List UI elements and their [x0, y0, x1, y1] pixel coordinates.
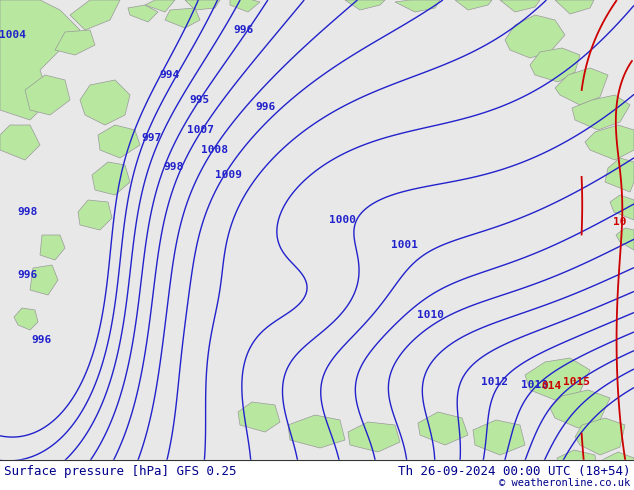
Text: 1012: 1012	[481, 377, 508, 387]
Polygon shape	[455, 0, 492, 10]
Text: 1007: 1007	[186, 125, 214, 135]
Polygon shape	[418, 412, 468, 445]
Bar	[0, 460, 634, 490]
Text: 996: 996	[255, 102, 275, 112]
Polygon shape	[602, 452, 634, 485]
Text: 1008: 1008	[202, 145, 228, 155]
Text: 1004: 1004	[0, 30, 25, 40]
Text: 998: 998	[18, 207, 38, 217]
Polygon shape	[530, 48, 580, 82]
Polygon shape	[98, 125, 140, 158]
Polygon shape	[78, 200, 112, 230]
Polygon shape	[70, 0, 120, 30]
Text: 996: 996	[32, 335, 52, 345]
Text: 996: 996	[233, 25, 253, 35]
Text: 994: 994	[160, 70, 180, 80]
Polygon shape	[92, 162, 130, 195]
Polygon shape	[505, 15, 565, 58]
Polygon shape	[555, 68, 608, 105]
Polygon shape	[40, 235, 65, 260]
Text: 1009: 1009	[214, 170, 242, 180]
Polygon shape	[238, 402, 280, 432]
Polygon shape	[0, 125, 40, 160]
Polygon shape	[288, 415, 345, 448]
Polygon shape	[585, 125, 634, 160]
Polygon shape	[165, 8, 200, 28]
Polygon shape	[0, 0, 80, 120]
Polygon shape	[525, 358, 590, 400]
Polygon shape	[555, 0, 594, 14]
Polygon shape	[557, 450, 598, 482]
Text: 014: 014	[541, 381, 561, 391]
Polygon shape	[80, 80, 130, 125]
Polygon shape	[185, 0, 220, 10]
Polygon shape	[30, 265, 58, 295]
Text: 1015: 1015	[563, 377, 590, 387]
Text: 997: 997	[142, 133, 162, 143]
Text: Th 26-09-2024 00:00 UTC (18+54): Th 26-09-2024 00:00 UTC (18+54)	[398, 465, 630, 477]
Text: Surface pressure [hPa] GFS 0.25: Surface pressure [hPa] GFS 0.25	[4, 465, 236, 477]
Polygon shape	[610, 195, 634, 220]
Polygon shape	[575, 418, 625, 455]
Polygon shape	[395, 0, 440, 12]
Text: © weatheronline.co.uk: © weatheronline.co.uk	[499, 478, 630, 488]
Polygon shape	[572, 95, 630, 130]
Polygon shape	[14, 308, 38, 330]
Polygon shape	[230, 0, 260, 12]
Polygon shape	[145, 0, 175, 12]
Polygon shape	[500, 0, 540, 12]
Text: 10: 10	[613, 217, 626, 227]
Polygon shape	[55, 30, 95, 55]
Polygon shape	[473, 420, 525, 455]
Polygon shape	[348, 422, 400, 452]
Polygon shape	[616, 228, 634, 250]
Polygon shape	[25, 75, 70, 115]
Text: 998: 998	[163, 162, 183, 172]
Text: 1010: 1010	[417, 310, 444, 320]
Text: 1000: 1000	[328, 215, 356, 225]
Polygon shape	[550, 390, 610, 428]
Polygon shape	[605, 158, 634, 192]
Text: 996: 996	[18, 270, 38, 280]
Text: 1013: 1013	[521, 380, 548, 390]
Text: 995: 995	[190, 95, 210, 105]
Polygon shape	[128, 5, 158, 22]
Text: 1001: 1001	[392, 240, 418, 250]
Polygon shape	[345, 0, 385, 10]
